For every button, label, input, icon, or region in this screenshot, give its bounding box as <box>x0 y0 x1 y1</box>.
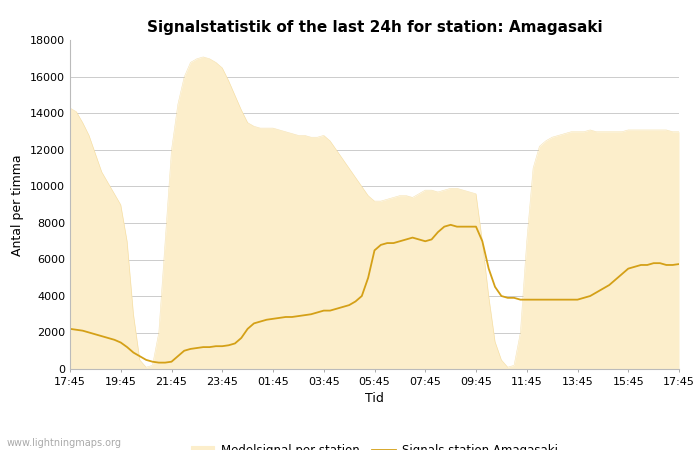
Title: Signalstatistik of the last 24h for station: Amagasaki: Signalstatistik of the last 24h for stat… <box>147 20 602 35</box>
Y-axis label: Antal per timma: Antal per timma <box>11 154 25 256</box>
Legend: Medelsignal per station, Signals station Amagasaki: Medelsignal per station, Signals station… <box>186 439 564 450</box>
Text: www.lightningmaps.org: www.lightningmaps.org <box>7 438 122 448</box>
X-axis label: Tid: Tid <box>365 392 384 405</box>
